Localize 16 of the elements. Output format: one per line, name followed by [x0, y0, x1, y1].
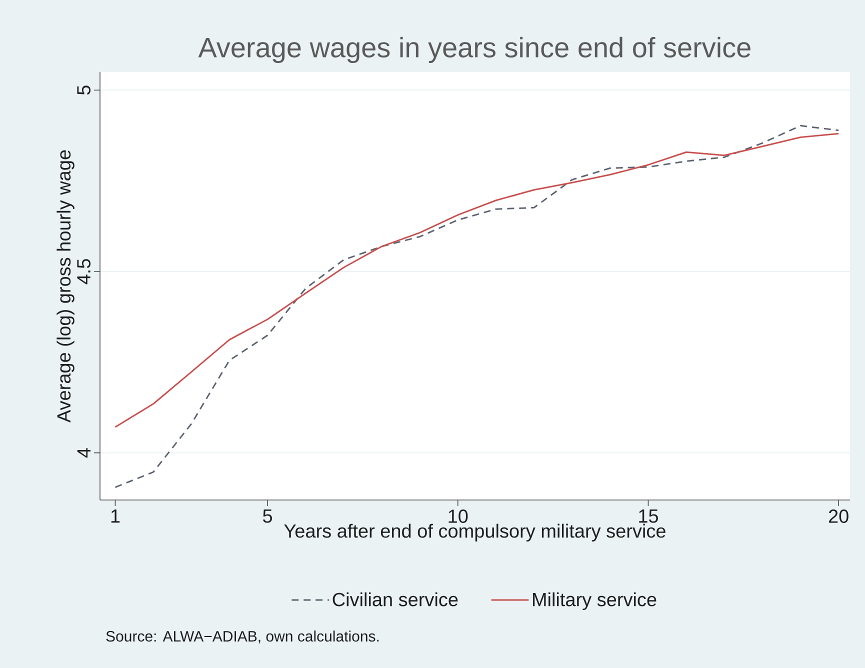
legend-label: Civilian service	[332, 592, 458, 606]
x-tick-label: 1	[111, 510, 120, 523]
x-tick-label: 10	[448, 510, 468, 523]
y-tick-label: 4.5	[77, 259, 90, 284]
chart-title: Average wages in years since end of service	[198, 36, 750, 64]
x-tick-label: 15	[639, 510, 658, 523]
y-tick-label: 4	[77, 448, 90, 458]
legend-label: Military service	[533, 592, 656, 610]
source-note: Source: ALWA−ADIAB, own calculations.	[106, 630, 379, 644]
y-tick-label: 5	[77, 86, 90, 95]
line-series	[114, 132, 840, 428]
y-axis-title: Average (log) gross hourly wage	[56, 150, 74, 423]
x-axis-title: Years after end of compulsory military service	[284, 524, 666, 542]
x-tick-label: 5	[263, 510, 272, 523]
x-tick-label: 20	[828, 510, 848, 523]
line-series	[114, 124, 840, 488]
